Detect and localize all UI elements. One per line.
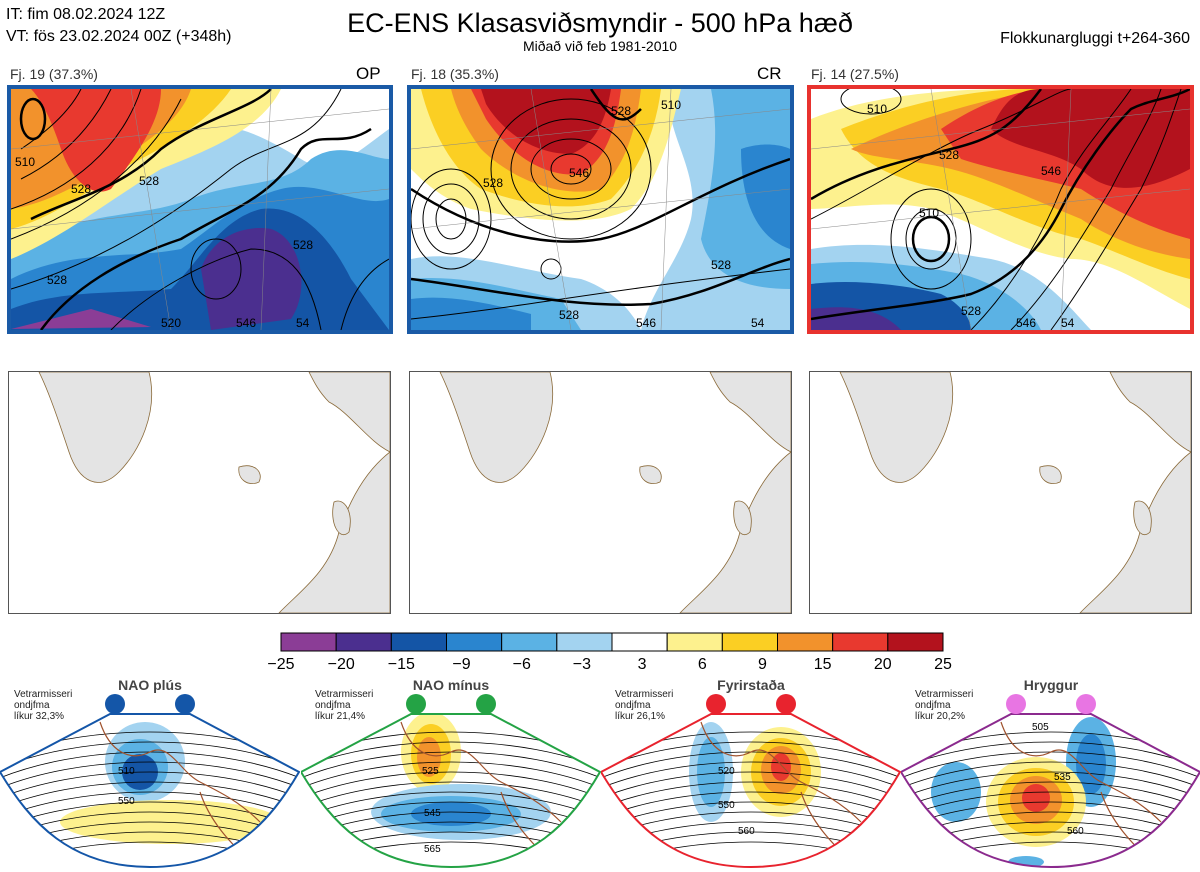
- regime-dot: [476, 694, 496, 714]
- panel-3-caption: Fj. 14 (27.5%): [811, 66, 899, 82]
- regime-probability-note: Vetrarmisseri ondjfma líkur 32,3%: [14, 689, 73, 722]
- valid-time: VT: fös 23.02.2024 00Z (+348h): [6, 28, 232, 45]
- contour-label: 510: [661, 98, 681, 112]
- regime-map: 505 535 560: [901, 694, 1200, 869]
- contour-label: 54: [296, 316, 310, 330]
- colorbar-swatch: [390, 632, 448, 652]
- colorbar-swatch: [666, 632, 723, 652]
- contour-label: 54: [751, 316, 765, 330]
- panel-2-caption: Fj. 18 (35.3%): [411, 66, 499, 82]
- regime-title: Hryggur: [1023, 677, 1079, 693]
- contour-label: 528: [293, 238, 313, 252]
- regime-map: 510 550: [0, 694, 300, 869]
- contour-label: 510: [15, 155, 35, 169]
- colorbar-swatch: [280, 632, 337, 652]
- contour-label: 520: [161, 316, 181, 330]
- colorbar-tick-label: 25: [934, 656, 952, 673]
- regime-probability-note: Vetrarmisseri ondjfma líkur 21,4%: [315, 689, 374, 722]
- regime-probability-note: Vetrarmisseri ondjfma líkur 20,2%: [915, 689, 974, 722]
- colorbar-tick-label: −20: [327, 656, 355, 673]
- colorbar-swatch: [446, 632, 503, 652]
- colorbar-swatch: [887, 632, 944, 652]
- cluster-map-1: 510 528 528 528 528 520 546 54: [7, 85, 393, 334]
- panel-1-tag: OP: [356, 64, 381, 83]
- regime-dot: [776, 694, 796, 714]
- contour-label: 528: [139, 174, 159, 188]
- colorbar-swatch: [777, 632, 834, 652]
- colorbar-tick-label: −15: [387, 656, 415, 673]
- colorbar-swatch: [556, 632, 613, 652]
- regime-map: 525 545 565: [301, 694, 601, 869]
- regime-dot: [175, 694, 195, 714]
- contour-label: 546: [636, 316, 656, 330]
- regime-probability-note: Vetrarmisseri ondjfma líkur 26,1%: [615, 689, 674, 722]
- regime-contour-label: 505: [1032, 722, 1049, 733]
- contour-label: 546: [569, 166, 589, 180]
- cluster-map-2: 528 528 546 510 528 528 546 54: [407, 85, 794, 334]
- regime-map: 520 550 560: [601, 694, 901, 869]
- regime-dot: [1076, 694, 1096, 714]
- contour-label: 510: [867, 102, 887, 116]
- contour-label: 528: [611, 104, 631, 118]
- regime-dot: [706, 694, 726, 714]
- contour-label: 528: [711, 258, 731, 272]
- contour-label: 546: [1016, 316, 1036, 330]
- regime-dot: [105, 694, 125, 714]
- regime-title: Fyrirstaða: [717, 677, 785, 693]
- regime-contour-label: 510: [118, 766, 135, 777]
- contour-label: 528: [47, 273, 67, 287]
- regime-contour-label: 560: [738, 826, 755, 837]
- contour-label: 528: [71, 182, 91, 196]
- contour-label: 528: [559, 308, 579, 322]
- cluster-map-3: 510 528 546 510 528 546 54: [807, 85, 1194, 334]
- colorbar-tick-label: 20: [873, 656, 892, 673]
- regime-contour-label: 525: [422, 766, 439, 777]
- colorbar-tick-label: 3: [637, 656, 647, 673]
- contour-label: 546: [1041, 164, 1061, 178]
- page-subtitle: Miðað við feb 1981-2010: [522, 38, 678, 54]
- regime-contour-label: 545: [424, 808, 441, 819]
- colorbar-tick-label: −6: [512, 656, 531, 673]
- regime-contour-label: 520: [718, 766, 735, 777]
- regime-contour-label: 560: [1067, 826, 1084, 837]
- header-info: IT: fim 08.02.2024 12Z VT: fös 23.02.202…: [6, 4, 231, 48]
- colorbar-tick-label: −9: [452, 656, 471, 673]
- colorbar-tick-label: 9: [758, 656, 767, 673]
- colorbar-swatch: [611, 632, 668, 652]
- regime-title: NAO mínus: [412, 677, 490, 693]
- colorbar-tick-label: 15: [813, 656, 832, 673]
- regime-contour-label: 565: [424, 844, 441, 855]
- contour-label: 546: [236, 316, 256, 330]
- regime-contour-label: 535: [1054, 772, 1071, 783]
- colorbar-swatch: [832, 632, 889, 652]
- panel-1-caption: Fj. 19 (37.3%): [10, 66, 98, 82]
- regime-dot: [406, 694, 426, 714]
- colorbar-tick-label: 6: [697, 656, 707, 673]
- empty-map-2: [409, 371, 792, 614]
- contour-label: 510: [919, 206, 939, 220]
- colorbar-tick-label: −3: [572, 656, 592, 673]
- contour-label: 528: [939, 148, 959, 162]
- page-title: EC-ENS Klasasviðsmyndir - 500 hPa hæð: [347, 8, 853, 38]
- colorbar-swatch: [335, 632, 392, 652]
- contour-label: 528: [483, 176, 503, 190]
- contour-label: 528: [961, 304, 981, 318]
- regime-contour-label: 550: [718, 800, 735, 811]
- empty-map-3: [809, 371, 1192, 614]
- panel-2-tag: CR: [757, 64, 782, 83]
- classification-window: Flokkunargluggi t+264-360: [1000, 30, 1190, 47]
- regime-contour-label: 550: [118, 796, 135, 807]
- initial-time: IT: fim 08.02.2024 12Z: [6, 6, 166, 23]
- colorbar: [280, 632, 944, 652]
- empty-map-1: [8, 371, 391, 614]
- colorbar-swatch: [501, 632, 558, 652]
- regime-title: NAO plús: [118, 677, 182, 693]
- colorbar-tick-label: −25: [267, 656, 295, 673]
- regime-dot: [1006, 694, 1026, 714]
- colorbar-swatch: [721, 632, 779, 652]
- contour-label: 54: [1061, 316, 1075, 330]
